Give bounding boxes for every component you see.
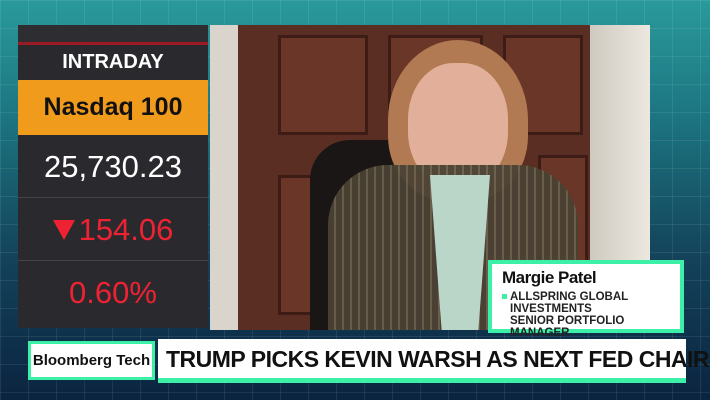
guest-organization-2: INVESTMENTS <box>510 303 592 315</box>
bullet-square-icon <box>502 294 507 300</box>
index-change: 154.06 <box>18 198 208 261</box>
guest-shirt <box>430 175 490 330</box>
ticker-header-bar <box>18 25 208 45</box>
wall-left <box>210 25 238 330</box>
show-name: Bloomberg Tech <box>28 341 155 380</box>
guest-name-card: Margie Patel ALLSPRING GLOBAL INVESTMENT… <box>488 260 684 339</box>
video-feed <box>210 25 650 330</box>
guest-name: Margie Patel <box>502 268 597 287</box>
index-percent: 0.60% <box>69 275 157 310</box>
index-name: Nasdaq 100 <box>18 80 208 135</box>
ticker-label: INTRADAY <box>62 51 164 73</box>
guest-organization: ALLSPRING GLOBAL <box>510 291 629 303</box>
headline: TRUMP PICKS KEVIN WARSH AS NEXT FED CHAI… <box>158 339 710 383</box>
down-triangle-icon <box>52 220 75 240</box>
guest-title: SENIOR PORTFOLIO MANAGER <box>510 315 625 339</box>
change-value: 154.06 <box>78 212 174 247</box>
index-price: 25,730.23 <box>18 135 208 198</box>
market-ticker-panel: INTRADAY Nasdaq 100 25,730.23 154.06 0.6… <box>18 25 208 328</box>
